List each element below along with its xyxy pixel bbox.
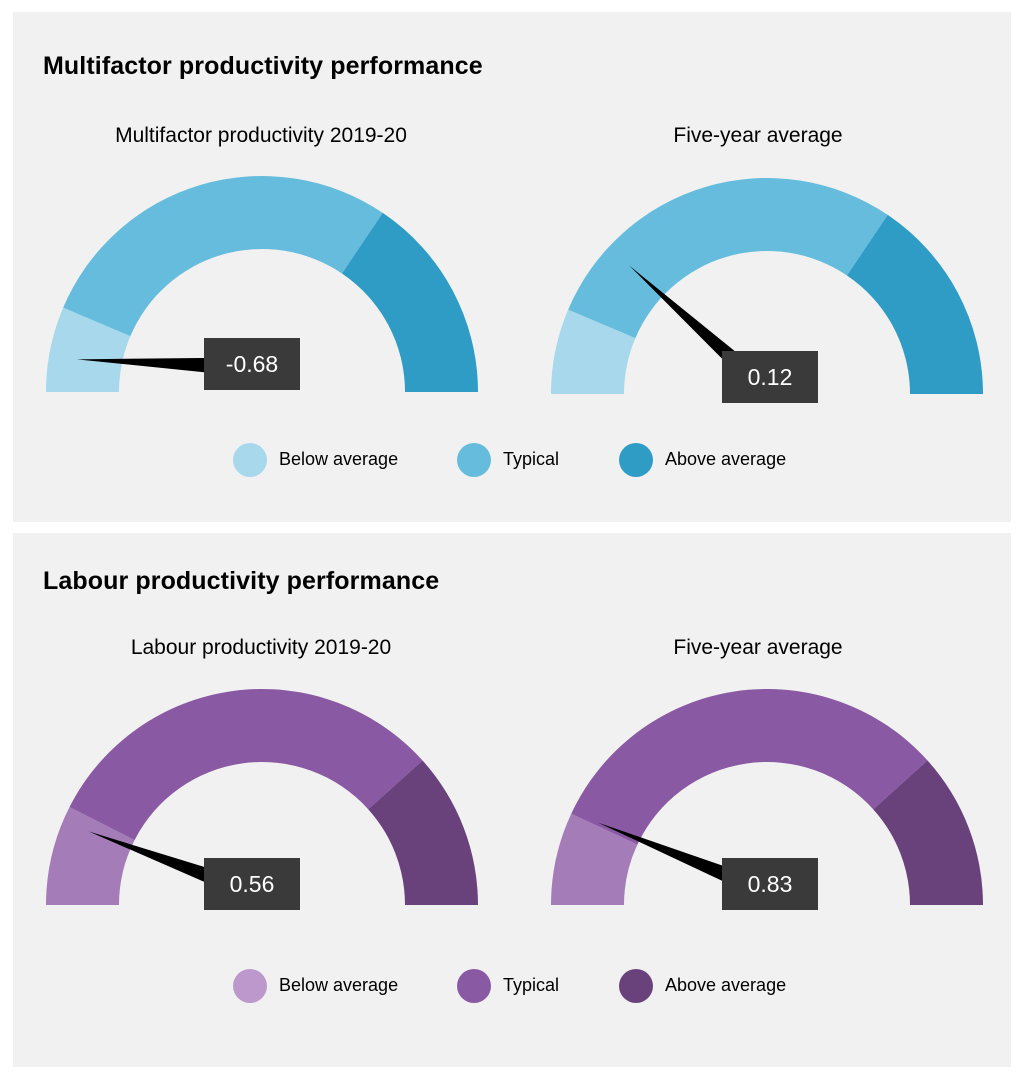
gauge-needle [598,822,759,895]
gauge-value-label: 0.83 [748,871,793,897]
legend-dot-above-average [619,969,653,1003]
gauge-title-mfp-five-year: Five-year average [673,124,843,147]
gauge-title-lp-five-year: Five-year average [673,636,843,659]
gauge-band-above [341,212,478,392]
legend-dot-below-average [233,969,267,1003]
gauge-value-label: 0.56 [230,871,275,897]
gauge-needle [76,357,239,376]
legend-label: Above average [665,975,787,995]
panel-title: Labour productivity performance [43,567,440,595]
legend-label: Below average [279,975,399,995]
panel-title: Multifactor productivity performance [43,52,483,80]
gauge-band-above [873,760,983,905]
gauge-band-below [551,309,636,394]
gauges-svg: -0.68 0.12 [46,175,983,403]
legend-label: Below average [279,449,399,469]
gauge-band-typical [69,689,423,841]
gauge-value-box [204,858,300,910]
gauge-value-box [722,351,818,403]
gauge-band-typical [63,175,383,337]
gauge-band-typical [568,178,888,339]
gauge-band-above [368,760,478,905]
gauge-needle [88,831,241,896]
legend-label: Typical [503,449,560,469]
legend-dot-below-average [233,443,267,477]
legend-dot-typical [457,969,491,1003]
legend-label: Typical [503,975,560,995]
legend-dot-above-average [619,443,653,477]
multifactor-productivity-panel: Multifactor productivity performance Mul… [13,12,1011,522]
gauge-lp-0: 0.56 [46,689,478,910]
gauges-svg: 0.56 0.83 [46,688,983,910]
gauge-title-lp-2019-20: Labour productivity 2019-20 [130,636,392,659]
gauge-band-below [46,806,135,905]
legend-dot-typical [457,443,491,477]
gauge-band-above [846,214,983,394]
gauge-band-typical [571,688,928,845]
gauge-value-label: -0.68 [226,351,278,377]
gauge-band-below [46,307,131,392]
gauge-value-box [722,858,818,910]
gauge-title-mfp-2019-20: Multifactor productivity 2019-20 [115,124,407,147]
gauge-mfp-1: 0.12 [551,178,983,403]
gauge-band-below [551,813,638,905]
labour-productivity-panel: Labour productivity performance Labour p… [13,533,1011,1067]
gauge-mfp-0: -0.68 [46,175,478,392]
gauge-value-box [204,338,300,390]
gauge-lp-1: 0.83 [551,688,983,910]
legend-label: Above average [665,449,787,469]
gauge-value-label: 0.12 [748,364,793,390]
